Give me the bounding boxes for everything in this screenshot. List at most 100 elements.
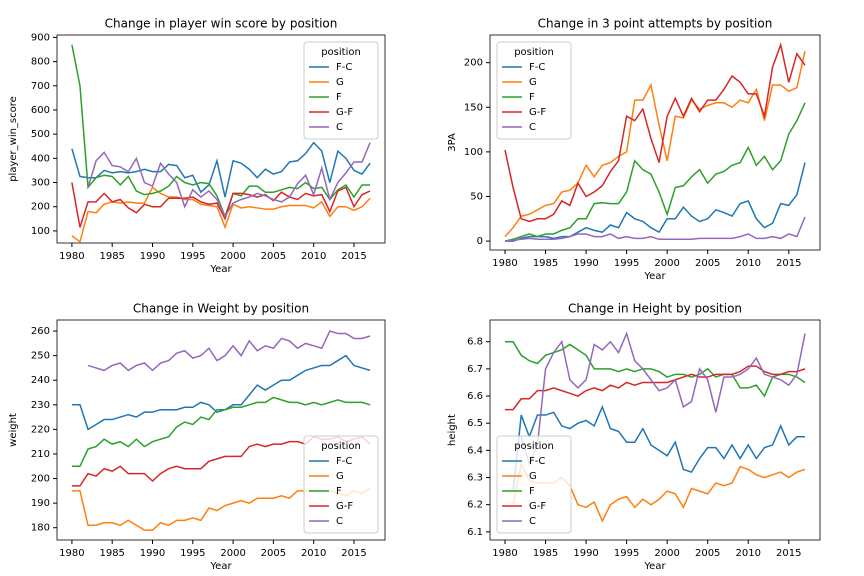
x-tick-label: 1995 <box>180 251 205 262</box>
legend-label: G <box>529 77 537 88</box>
x-tick-label: 2005 <box>695 258 720 269</box>
legend-label: F <box>529 92 535 103</box>
plot-frame <box>56 319 386 541</box>
x-tick-label: 1985 <box>533 548 558 559</box>
y-tick-label: 600 <box>31 105 50 116</box>
series-line <box>504 50 806 238</box>
x-tick-label: 2005 <box>695 548 720 559</box>
x-tick-label: 1990 <box>573 258 598 269</box>
y-axis-label: weight <box>8 413 19 447</box>
legend-label: F <box>336 486 342 497</box>
series-line <box>505 365 806 411</box>
legend-title: position <box>514 47 554 58</box>
x-axis-label: Year <box>643 271 666 282</box>
x-axis-label: Year <box>209 264 232 275</box>
y-tick-label: 190 <box>31 498 50 509</box>
x-tick-label: 1985 <box>99 548 124 559</box>
y-axis-label: player_win_score <box>8 96 19 182</box>
legend-label: C <box>529 122 536 133</box>
series-line <box>505 162 806 242</box>
y-tick-label: 700 <box>31 81 50 92</box>
legend-label: F-C <box>529 456 545 467</box>
x-tick-label: 1995 <box>614 258 639 269</box>
y-tick-label: 150 <box>464 102 483 113</box>
y-tick-label: 6.1 <box>467 527 483 538</box>
x-tick-label: 2010 <box>736 258 761 269</box>
legend-label: F <box>529 486 535 497</box>
x-axis-label: Year <box>209 561 232 572</box>
chart-title: Change in player win score by position <box>105 17 338 31</box>
x-tick-label: 2005 <box>261 548 286 559</box>
legend-label: G <box>336 471 344 482</box>
series-line <box>520 331 806 467</box>
plot-frame <box>56 34 386 244</box>
y-axis-label: height <box>447 414 458 446</box>
x-tick-label: 2000 <box>220 251 245 262</box>
chart-title: Change in Height by position <box>568 302 742 316</box>
y-tick-label: 50 <box>470 191 483 202</box>
y-tick-label: 400 <box>31 153 50 164</box>
x-axis-label: Year <box>643 561 666 572</box>
x-tick-label: 2010 <box>301 251 326 262</box>
series-line <box>504 42 806 223</box>
legend-label: G <box>336 77 344 88</box>
y-tick-label: 6.6 <box>467 391 483 402</box>
series-line <box>71 44 371 219</box>
y-tick-label: 6.8 <box>467 337 483 348</box>
plot-frame <box>489 319 821 541</box>
x-tick-label: 1985 <box>533 258 558 269</box>
y-tick-label: 6.2 <box>467 500 483 511</box>
y-tick-label: 900 <box>31 32 50 43</box>
series-line <box>504 216 806 242</box>
y-tick-label: 100 <box>31 226 50 237</box>
y-tick-label: 200 <box>464 58 483 69</box>
x-tick-label: 1995 <box>180 548 205 559</box>
series-line <box>87 142 371 218</box>
legend-label: F-C <box>529 62 545 73</box>
y-tick-label: 260 <box>31 326 50 337</box>
legend-label: F <box>336 92 342 103</box>
x-tick-label: 2015 <box>776 548 801 559</box>
series-line <box>71 141 371 198</box>
y-tick-label: 300 <box>31 178 50 189</box>
y-tick-label: 240 <box>31 375 50 386</box>
legend-label: F-C <box>336 62 352 73</box>
legend-title: position <box>321 441 361 452</box>
y-tick-label: 250 <box>31 351 50 362</box>
y-tick-label: 200 <box>31 202 50 213</box>
legend-title: position <box>321 47 361 58</box>
x-tick-label: 2015 <box>341 251 366 262</box>
x-tick-label: 1980 <box>492 258 517 269</box>
legend-label: C <box>336 516 343 527</box>
legend-label: G <box>529 471 537 482</box>
series-line <box>71 396 371 468</box>
series-line <box>71 182 371 228</box>
legend-label: F-C <box>336 456 352 467</box>
series-line <box>71 354 371 431</box>
x-tick-label: 2000 <box>654 548 679 559</box>
chart-title: Change in Weight by position <box>133 302 309 316</box>
y-tick-label: 6.5 <box>467 418 483 429</box>
y-tick-label: 6.4 <box>467 445 483 456</box>
series-line <box>71 186 371 244</box>
x-tick-label: 1980 <box>59 251 84 262</box>
y-axis-label: 3PA <box>447 133 458 152</box>
legend-label: G-F <box>336 501 353 512</box>
series-line <box>512 404 805 492</box>
x-tick-label: 2000 <box>654 258 679 269</box>
series-line <box>505 340 806 398</box>
legend-label: G-F <box>336 107 353 118</box>
y-tick-label: 200 <box>31 474 50 485</box>
x-tick-label: 2000 <box>220 548 245 559</box>
x-tick-label: 1990 <box>140 251 165 262</box>
y-tick-label: 100 <box>464 147 483 158</box>
x-tick-label: 2010 <box>736 548 761 559</box>
legend-title: position <box>514 441 554 452</box>
y-tick-label: 6.3 <box>467 473 483 484</box>
x-tick-label: 2005 <box>261 251 286 262</box>
plot-frame <box>489 34 821 251</box>
y-tick-label: 210 <box>31 449 50 460</box>
x-tick-label: 1990 <box>573 548 598 559</box>
series-line <box>504 102 806 242</box>
